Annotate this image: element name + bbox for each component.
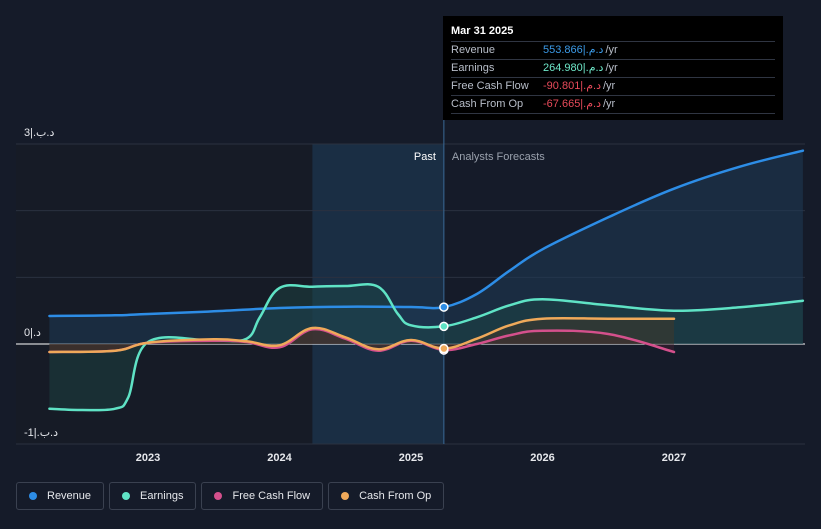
legend-label: Earnings <box>140 490 184 502</box>
free-cash-flow-area <box>49 329 674 352</box>
tooltip-row-revenue: Revenue 553.866|.د.م /yr <box>451 41 775 59</box>
cash-from-op-area <box>49 318 674 352</box>
tooltip-value: 264.980|.د.م <box>543 62 604 74</box>
data-tooltip: Mar 31 2025 Revenue 553.866|.د.م /yr Ear… <box>443 16 783 120</box>
x-tick-label: 2025 <box>399 452 423 464</box>
legend-label: Cash From Op <box>359 490 432 502</box>
legend-item-free-cash-flow[interactable]: Free Cash Flow <box>201 482 324 510</box>
legend-dot-icon <box>122 492 131 500</box>
earnings-line <box>48 282 805 412</box>
x-tick-label: 2024 <box>267 452 292 464</box>
legend-item-cash-from-op[interactable]: Cash From Op <box>328 482 445 510</box>
past-label: Past <box>414 151 436 163</box>
chart-legend: Revenue Earnings Free Cash Flow Cash Fro… <box>16 482 445 510</box>
tooltip-value: -90.801|.د.م <box>543 80 601 92</box>
y-tick-label-bottom: -1|.د.ب <box>24 427 58 439</box>
revenue-marker <box>439 302 449 312</box>
tooltip-unit: /yr <box>605 44 618 56</box>
tooltip-unit: /yr <box>603 98 616 110</box>
x-tick-label: 2026 <box>530 452 554 464</box>
historical-region <box>16 144 313 444</box>
tooltip-label: Free Cash Flow <box>451 80 529 92</box>
tooltip-row-free-cash-flow: Free Cash Flow -90.801|.د.م /yr <box>451 77 775 95</box>
tooltip-value: 553.866|.د.م <box>543 44 604 56</box>
x-tick-label: 2023 <box>136 452 160 464</box>
earnings-marker <box>439 321 449 332</box>
legend-label: Free Cash Flow <box>232 490 311 502</box>
tooltip-row-cash-from-op: Cash From Op -67.665|.د.م /yr <box>451 95 775 114</box>
cash-from-op-line <box>48 316 676 354</box>
tooltip-label: Earnings <box>451 62 495 74</box>
x-tick-label: 2027 <box>662 452 686 464</box>
y-tick-label-zero: 0|.د <box>24 327 41 339</box>
tooltip-date: Mar 31 2025 <box>451 25 514 37</box>
y-tick-label-top: 3|.د.ب <box>24 127 54 139</box>
legend-label: Revenue <box>47 490 92 502</box>
earnings-area <box>49 284 803 411</box>
cash-from-op-marker <box>439 343 449 354</box>
tooltip-unit: /yr <box>605 62 618 74</box>
revenue-area <box>49 150 803 344</box>
tooltip-row-earnings: Earnings 264.980|.د.م /yr <box>451 59 775 77</box>
legend-item-earnings[interactable]: Earnings <box>109 482 197 510</box>
forecast-label: Analysts Forecasts <box>452 151 545 163</box>
tooltip-unit: /yr <box>603 80 616 92</box>
tooltip-value: -67.665|.د.م <box>543 98 601 110</box>
tooltip-label: Revenue <box>451 44 496 56</box>
past-region <box>312 144 444 444</box>
legend-dot-icon <box>214 492 223 500</box>
legend-item-revenue[interactable]: Revenue <box>16 482 105 510</box>
legend-dot-icon <box>341 492 350 500</box>
tooltip-label: Cash From Op <box>451 98 524 110</box>
legend-dot-icon <box>29 492 37 500</box>
